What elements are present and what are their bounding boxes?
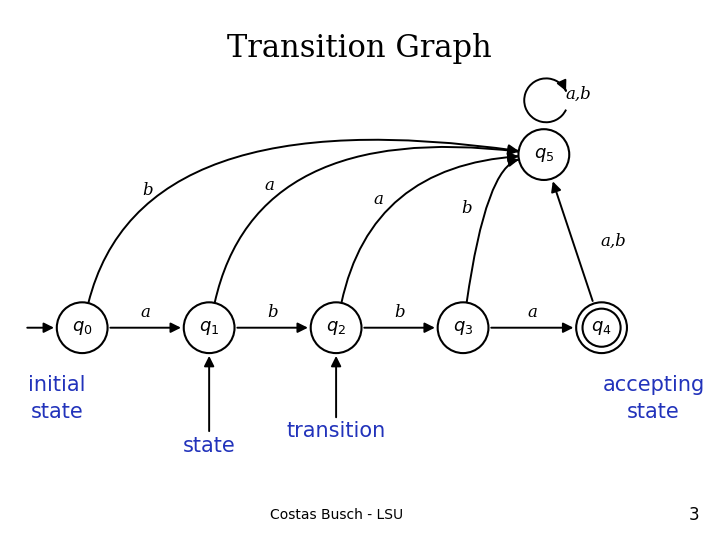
Text: b: b (462, 200, 472, 217)
Circle shape (184, 302, 235, 353)
Text: Costas Busch - LSU: Costas Busch - LSU (269, 508, 402, 522)
Text: $q_0$: $q_0$ (72, 319, 92, 337)
Text: b: b (267, 304, 278, 321)
Text: state: state (183, 436, 235, 456)
Text: $q_5$: $q_5$ (534, 146, 554, 164)
Text: a,b: a,b (566, 86, 591, 103)
Text: state: state (30, 402, 84, 422)
Circle shape (57, 302, 107, 353)
Text: $q_3$: $q_3$ (453, 319, 473, 337)
Circle shape (518, 129, 570, 180)
Text: $q_2$: $q_2$ (326, 319, 346, 337)
Text: a,b: a,b (600, 233, 626, 249)
Text: b: b (395, 304, 405, 321)
Text: transition: transition (287, 421, 386, 441)
Text: a: a (264, 177, 274, 194)
Circle shape (438, 302, 488, 353)
Text: a: a (373, 191, 383, 208)
Text: 3: 3 (689, 505, 700, 524)
Text: b: b (142, 182, 153, 199)
Text: $q_4$: $q_4$ (591, 319, 612, 337)
Text: $q_1$: $q_1$ (199, 319, 220, 337)
Text: a: a (527, 304, 537, 321)
Text: initial: initial (28, 375, 86, 395)
Circle shape (576, 302, 627, 353)
Text: state: state (627, 402, 680, 422)
Text: Transition Graph: Transition Graph (227, 33, 492, 64)
Text: a: a (140, 304, 150, 321)
Circle shape (311, 302, 361, 353)
Text: accepting: accepting (603, 375, 705, 395)
